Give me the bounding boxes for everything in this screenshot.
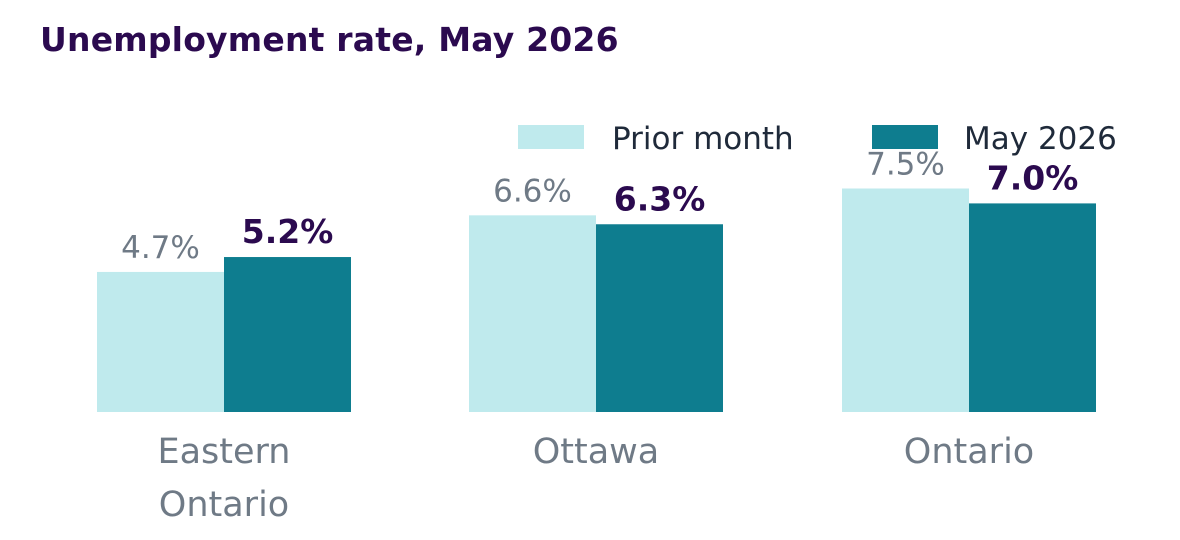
- legend-swatch-may-2026: [872, 125, 938, 149]
- legend-label-prior-month: Prior month: [612, 121, 794, 157]
- data-label-current-2: 7.0%: [987, 158, 1079, 197]
- bar-prior-1: [469, 215, 596, 412]
- category-label-2-0: Ontario: [904, 432, 1034, 472]
- data-label-current-1: 6.3%: [614, 179, 706, 218]
- category-label-1-0: Ottawa: [533, 432, 660, 472]
- category-label-0-0: Eastern: [157, 432, 290, 472]
- bar-current-2: [969, 203, 1096, 412]
- data-label-prior-1: 6.6%: [493, 173, 572, 209]
- data-label-prior-0: 4.7%: [121, 230, 200, 266]
- legend-swatch-prior-month: [518, 125, 584, 149]
- bar-current-1: [596, 224, 723, 412]
- bar-current-0: [224, 257, 351, 412]
- category-label-0-1: Ontario: [159, 485, 289, 525]
- bar-prior-0: [97, 271, 224, 412]
- chart-title: Unemployment rate, May 2026: [40, 20, 619, 59]
- bar-prior-2: [842, 188, 969, 412]
- data-label-current-0: 5.2%: [242, 212, 334, 251]
- legend-label-may-2026: May 2026: [964, 121, 1117, 157]
- data-label-prior-2: 7.5%: [866, 147, 945, 183]
